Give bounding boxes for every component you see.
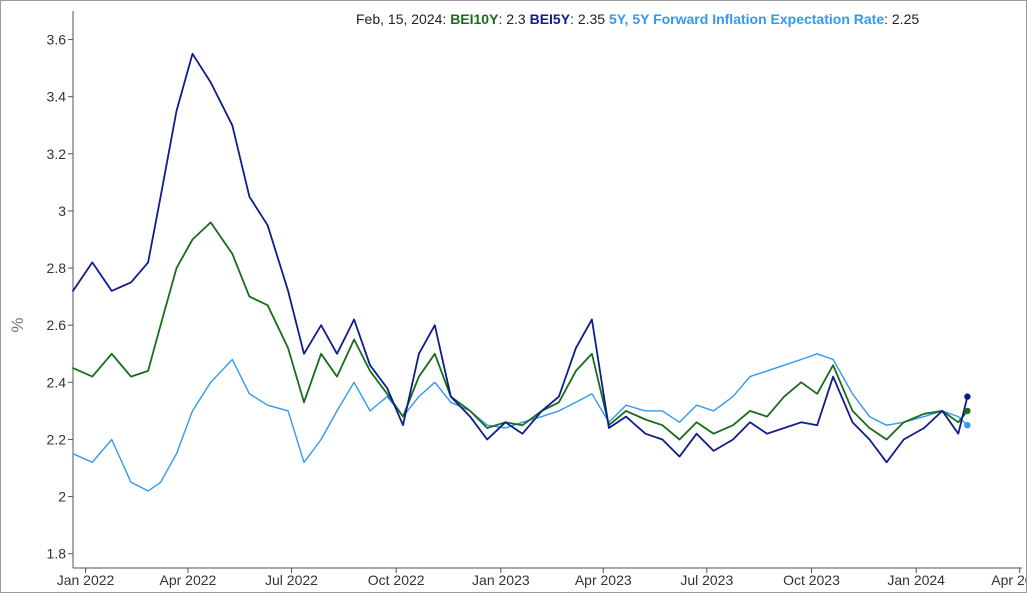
- legend-value-bei10y: 2.3: [506, 11, 529, 27]
- legend-separator: :: [498, 11, 506, 27]
- legend-name-bei5y: BEI5Y: [530, 11, 571, 27]
- x-ticks: Jan 2022 Apr 2022 Jul 2022 Oct 2022 Jan 2023…: [57, 568, 1026, 588]
- x-tick-label: Jan 2023: [472, 572, 530, 588]
- y-tick-label: 2.8: [47, 260, 67, 276]
- axes: [72, 11, 1022, 569]
- y-tick-label: 3.6: [47, 32, 67, 48]
- x-tick-label: Apr 2023: [575, 572, 632, 588]
- end-marker-bei5y: [964, 393, 971, 400]
- y-tick-label: 2: [58, 489, 66, 505]
- y-tick-label: 2.2: [47, 431, 67, 447]
- end-markers: [964, 393, 971, 429]
- end-marker-bei10y: [964, 407, 971, 415]
- legend-name-5y-5y-forward-inflation-expectation-rate: 5Y, 5Y Forward Inflation Expectation Rat…: [609, 11, 884, 27]
- y-tick-label: 2.6: [47, 317, 67, 333]
- x-tick-label: Jan 2022: [57, 572, 115, 588]
- series-line-bei10y: [72, 221, 969, 441]
- legend: Feb, 15, 2024: BEI10Y: 2.3 BEI5Y: 2.35 5…: [356, 11, 919, 27]
- legend-name-bei10y: BEI10Y: [450, 11, 499, 27]
- y-axis-label: %: [8, 317, 27, 332]
- legend-separator: :: [570, 11, 578, 27]
- series-lines: [72, 52, 969, 492]
- end-marker-5y-5y-forward-inflation-expectation-rate: [964, 422, 971, 429]
- x-tick-label: Apr 2024: [991, 572, 1026, 588]
- y-ticks: 1.8 2 2.2 2.4 2.6 2.8 3 3.2 3.4 3.6: [47, 32, 73, 562]
- series-line-5y-5y-forward-inflation-expectation-rate: [72, 353, 969, 492]
- y-tick-label: 3.4: [47, 89, 67, 105]
- legend-value-5y-5y-forward-inflation-expectation-rate: 2.25: [892, 11, 919, 27]
- x-tick-label: Oct 2022: [368, 572, 425, 588]
- x-tick-label: Oct 2023: [783, 572, 840, 588]
- y-tick-label: 1.8: [47, 546, 67, 562]
- legend-value-bei5y: 2.35: [578, 11, 609, 27]
- y-tick-label: 2.4: [47, 374, 67, 390]
- legend-date: Feb, 15, 2024:: [356, 11, 450, 27]
- legend-separator: :: [884, 11, 892, 27]
- y-tick-label: 3: [58, 203, 66, 219]
- series-line-bei5y: [72, 52, 969, 464]
- x-tick-label: Jul 2022: [265, 572, 318, 588]
- x-tick-label: Apr 2022: [160, 572, 217, 588]
- x-tick-label: Jul 2023: [680, 572, 733, 588]
- x-tick-label: Jan 2024: [887, 572, 945, 588]
- y-tick-label: 3.2: [47, 146, 67, 162]
